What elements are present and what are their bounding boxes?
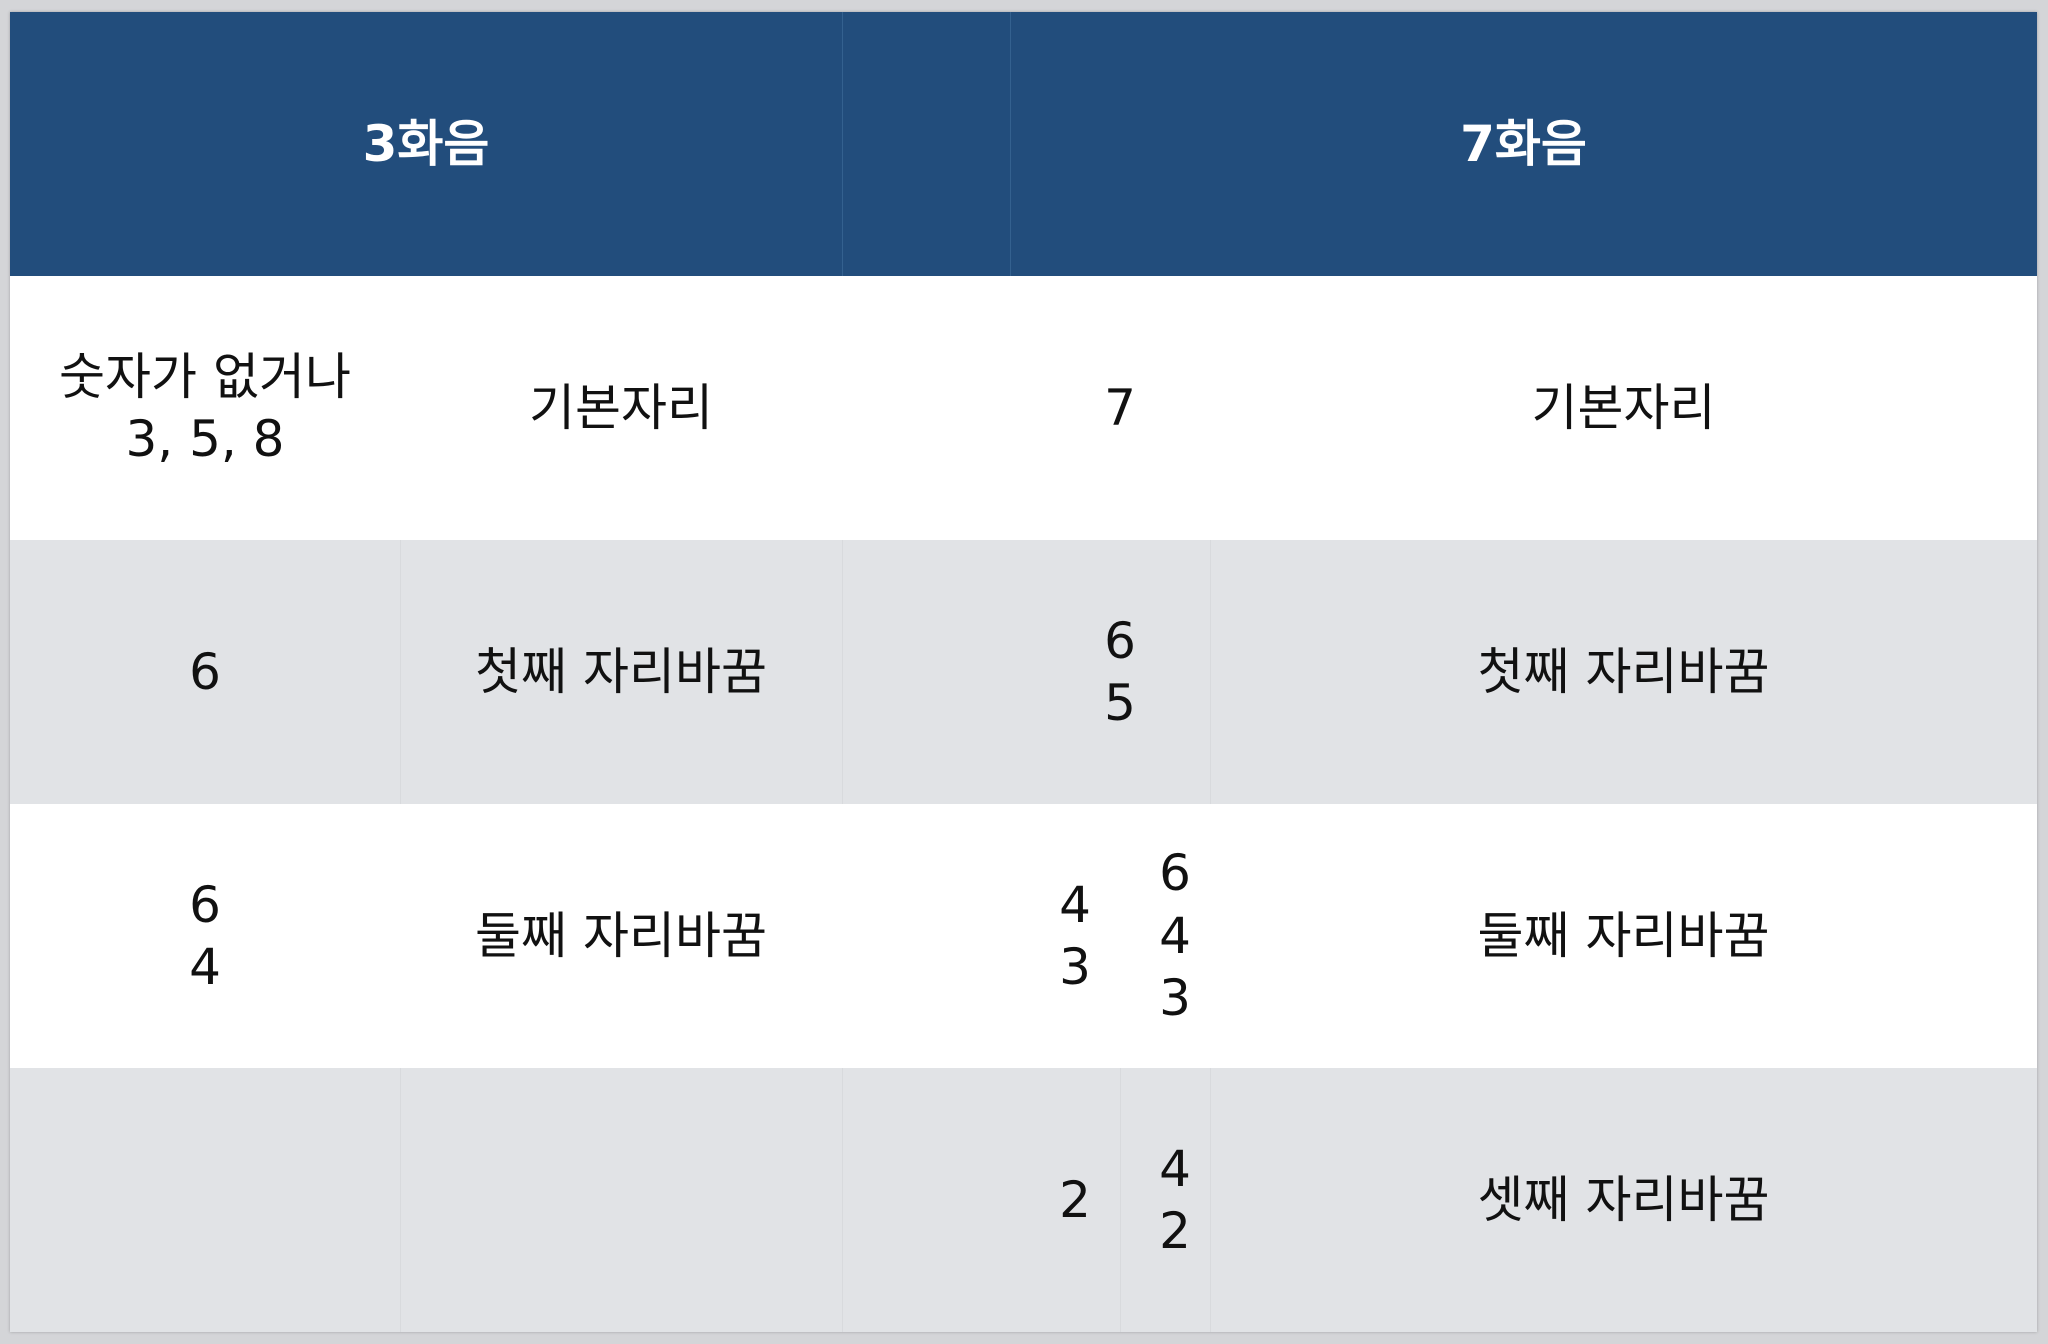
column-divider xyxy=(400,1068,401,1332)
figure-line: 5 xyxy=(1104,674,1136,732)
header-divider xyxy=(842,12,843,276)
triad-position-name: 기본자리 xyxy=(529,378,713,437)
figure-line: 3 xyxy=(1159,969,1191,1028)
figure-line: 6 xyxy=(189,642,221,701)
figure-line: 2 xyxy=(1059,1170,1091,1229)
table-row xyxy=(10,540,2037,804)
seventh-figured-bass-simplified: 2 xyxy=(1030,1068,1120,1332)
column-divider xyxy=(1210,1068,1211,1332)
figure-line: 3, 5, 8 xyxy=(125,410,285,468)
seventh-position-name: 기본자리 xyxy=(1531,378,1716,437)
column-divider xyxy=(842,540,843,804)
triad-position-name: 둘째 자리바꿈 xyxy=(475,906,767,965)
triad-figured-bass: 6 xyxy=(10,540,400,804)
column-divider xyxy=(1120,1068,1121,1332)
figure-line: 6 xyxy=(189,875,221,934)
figure-line: 2 xyxy=(1159,1202,1191,1260)
figure-line: 숫자가 없거나 xyxy=(59,347,351,406)
header-divider xyxy=(1010,12,1011,276)
seventh-position-name: 첫째 자리바꿈 xyxy=(1477,642,1770,701)
column-divider xyxy=(400,540,401,804)
figure-line: 4 xyxy=(1159,906,1191,965)
triad-figured-bass xyxy=(10,1068,400,1332)
header-seventh: 7화음 xyxy=(1460,114,1587,173)
seventh-position-name: 둘째 자리바꿈 xyxy=(1477,906,1770,965)
figure-line: 4 xyxy=(1059,875,1091,934)
figure-line: 3 xyxy=(1059,938,1091,996)
seventh-position-name: 셋째 자리바꿈 xyxy=(1477,1170,1770,1229)
table-header xyxy=(10,12,2037,276)
figure-line: 4 xyxy=(189,938,221,996)
seventh-figured-bass: 7 xyxy=(1070,276,1170,540)
inversion-table: 3화음 7화음 숫자가 없거나 3, 5, 8 기본자리 7 기본자리 6 첫째 … xyxy=(10,12,2037,1332)
figure-line: 6 xyxy=(1104,611,1136,670)
triad-position-name: 첫째 자리바꿈 xyxy=(475,642,767,701)
figure-line: 6 xyxy=(1159,844,1191,903)
column-divider xyxy=(1210,540,1211,804)
figure-line: 4 xyxy=(1159,1139,1191,1198)
figure-line: 7 xyxy=(1104,378,1136,437)
header-triad: 3화음 xyxy=(362,114,490,173)
table-row xyxy=(10,276,2037,540)
triad-figured-bass: 숫자가 없거나 3, 5, 8 xyxy=(10,276,400,540)
table-row xyxy=(10,1068,2037,1332)
column-divider xyxy=(842,1068,843,1332)
triad-position-name xyxy=(400,1068,842,1332)
table-row xyxy=(10,804,2037,1068)
